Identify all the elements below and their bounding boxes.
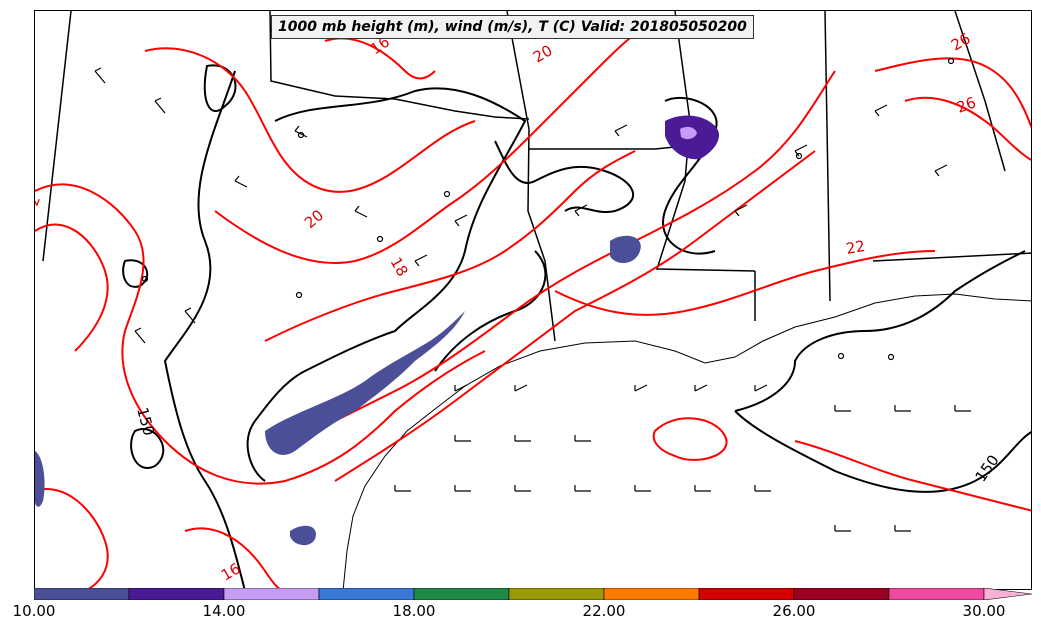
colorbar-tick-0: 10.00 bbox=[12, 602, 56, 620]
temp-label-2: 2 bbox=[35, 193, 44, 208]
temp-label-22: 22 bbox=[845, 237, 867, 258]
temp-label-16b: 16 bbox=[218, 559, 244, 584]
map-title: 1000 mb height (m), wind (m/s), T (C) Va… bbox=[271, 15, 754, 39]
map-panel: 16 18 20 20 22 26 26 16 2 150 150 bbox=[34, 10, 1032, 590]
colorbar-tick-2: 18.00 bbox=[392, 602, 436, 620]
colorbar-tick-5: 30.00 bbox=[962, 602, 1006, 620]
colorbar-segment bbox=[793, 588, 890, 600]
state-boundaries bbox=[42, 11, 1031, 342]
map-canvas: 16 18 20 20 22 26 26 16 2 150 150 bbox=[35, 11, 1031, 589]
colorbar-segment bbox=[888, 588, 985, 600]
colorbar-segment bbox=[603, 588, 700, 600]
height-label-150a: 150 bbox=[133, 405, 158, 437]
colorbar-segment bbox=[223, 588, 320, 600]
temperature-contours bbox=[35, 20, 1031, 589]
precip-shading bbox=[35, 115, 720, 546]
height-contours bbox=[122, 64, 1031, 589]
colorbar-tick-3: 22.00 bbox=[582, 602, 626, 620]
colorbar-segment bbox=[698, 588, 795, 600]
colorbar bbox=[34, 588, 1032, 600]
temp-label-26b: 26 bbox=[954, 93, 978, 116]
temp-label-26a: 26 bbox=[948, 29, 974, 54]
colorbar-segment bbox=[128, 588, 225, 600]
colorbar-segment bbox=[413, 588, 510, 600]
colorbar-tick-4: 26.00 bbox=[772, 602, 816, 620]
colorbar-extend-arrow bbox=[983, 588, 1032, 600]
colorbar-segment bbox=[508, 588, 605, 600]
colorbar-segment bbox=[34, 588, 130, 600]
colorbar-segment bbox=[318, 588, 415, 600]
calm-wind-markers bbox=[141, 57, 955, 361]
temp-label-20a: 20 bbox=[301, 206, 327, 232]
colorbar-tick-1: 14.00 bbox=[202, 602, 246, 620]
temp-label-18: 18 bbox=[387, 254, 412, 280]
wind-barbs bbox=[94, 67, 971, 532]
temp-label-20b: 20 bbox=[530, 41, 556, 66]
gulf-coastline bbox=[342, 293, 1031, 589]
